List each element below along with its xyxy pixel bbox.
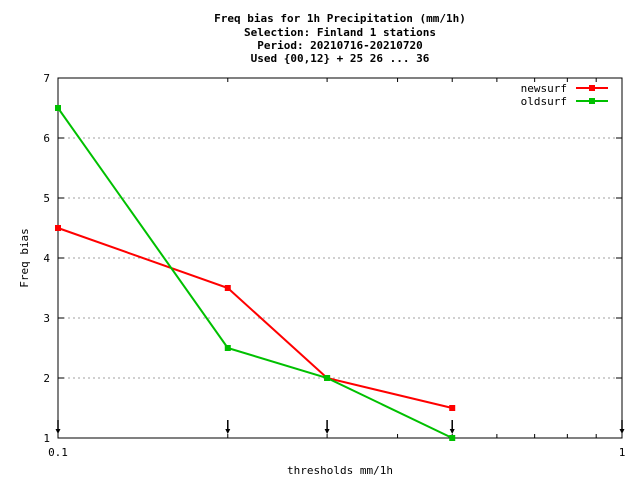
data-point-oldsurf: [324, 375, 331, 381]
x-tick-label: 0.1: [48, 446, 68, 459]
data-point-newsurf: [224, 285, 231, 291]
y-tick-label: 2: [43, 372, 50, 385]
series-line-oldsurf: [57, 107, 453, 439]
title-line-2: Selection: Finland 1 stations: [244, 26, 436, 39]
data-point-newsurf: [449, 405, 456, 411]
threshold-marker-head: [55, 429, 61, 434]
title-line-3: Period: 20210716-20210720: [257, 39, 423, 52]
data-point-oldsurf: [55, 105, 61, 111]
threshold-marker-head: [225, 429, 231, 434]
chart-title: Freq bias for 1h Precipitation (mm/1h) S…: [214, 12, 466, 65]
y-tick-label: 6: [43, 132, 50, 145]
legend-marker-newsurf: [589, 85, 595, 91]
y-tick-label: 1: [43, 432, 50, 445]
legend-marker-oldsurf: [589, 98, 595, 104]
threshold-markers: [55, 420, 625, 434]
threshold-marker-head: [324, 429, 330, 434]
y-tick-label: 7: [43, 72, 50, 85]
title-line-1: Freq bias for 1h Precipitation (mm/1h): [214, 12, 466, 25]
x-axis-label: thresholds mm/1h: [287, 464, 393, 477]
y-tick-label: 4: [43, 252, 50, 265]
data-point-oldsurf: [449, 435, 456, 441]
data-point-oldsurf: [224, 345, 231, 351]
data-point-newsurf: [55, 225, 61, 231]
title-line-4: Used {00,12} + 25 26 ... 36: [251, 52, 430, 65]
legend-label-oldsurf: oldsurf: [521, 95, 567, 108]
threshold-marker-head: [449, 429, 455, 434]
series: [55, 105, 456, 441]
y-tick-label: 5: [43, 192, 50, 205]
threshold-marker-head: [619, 429, 625, 434]
y-tick-label: 3: [43, 312, 50, 325]
legend-label-newsurf: newsurf: [521, 82, 567, 95]
y-axis-label: Freq bias: [18, 228, 31, 288]
grid: [58, 137, 622, 379]
series-line-newsurf: [57, 227, 453, 409]
x-tick-label: 1: [619, 446, 626, 459]
